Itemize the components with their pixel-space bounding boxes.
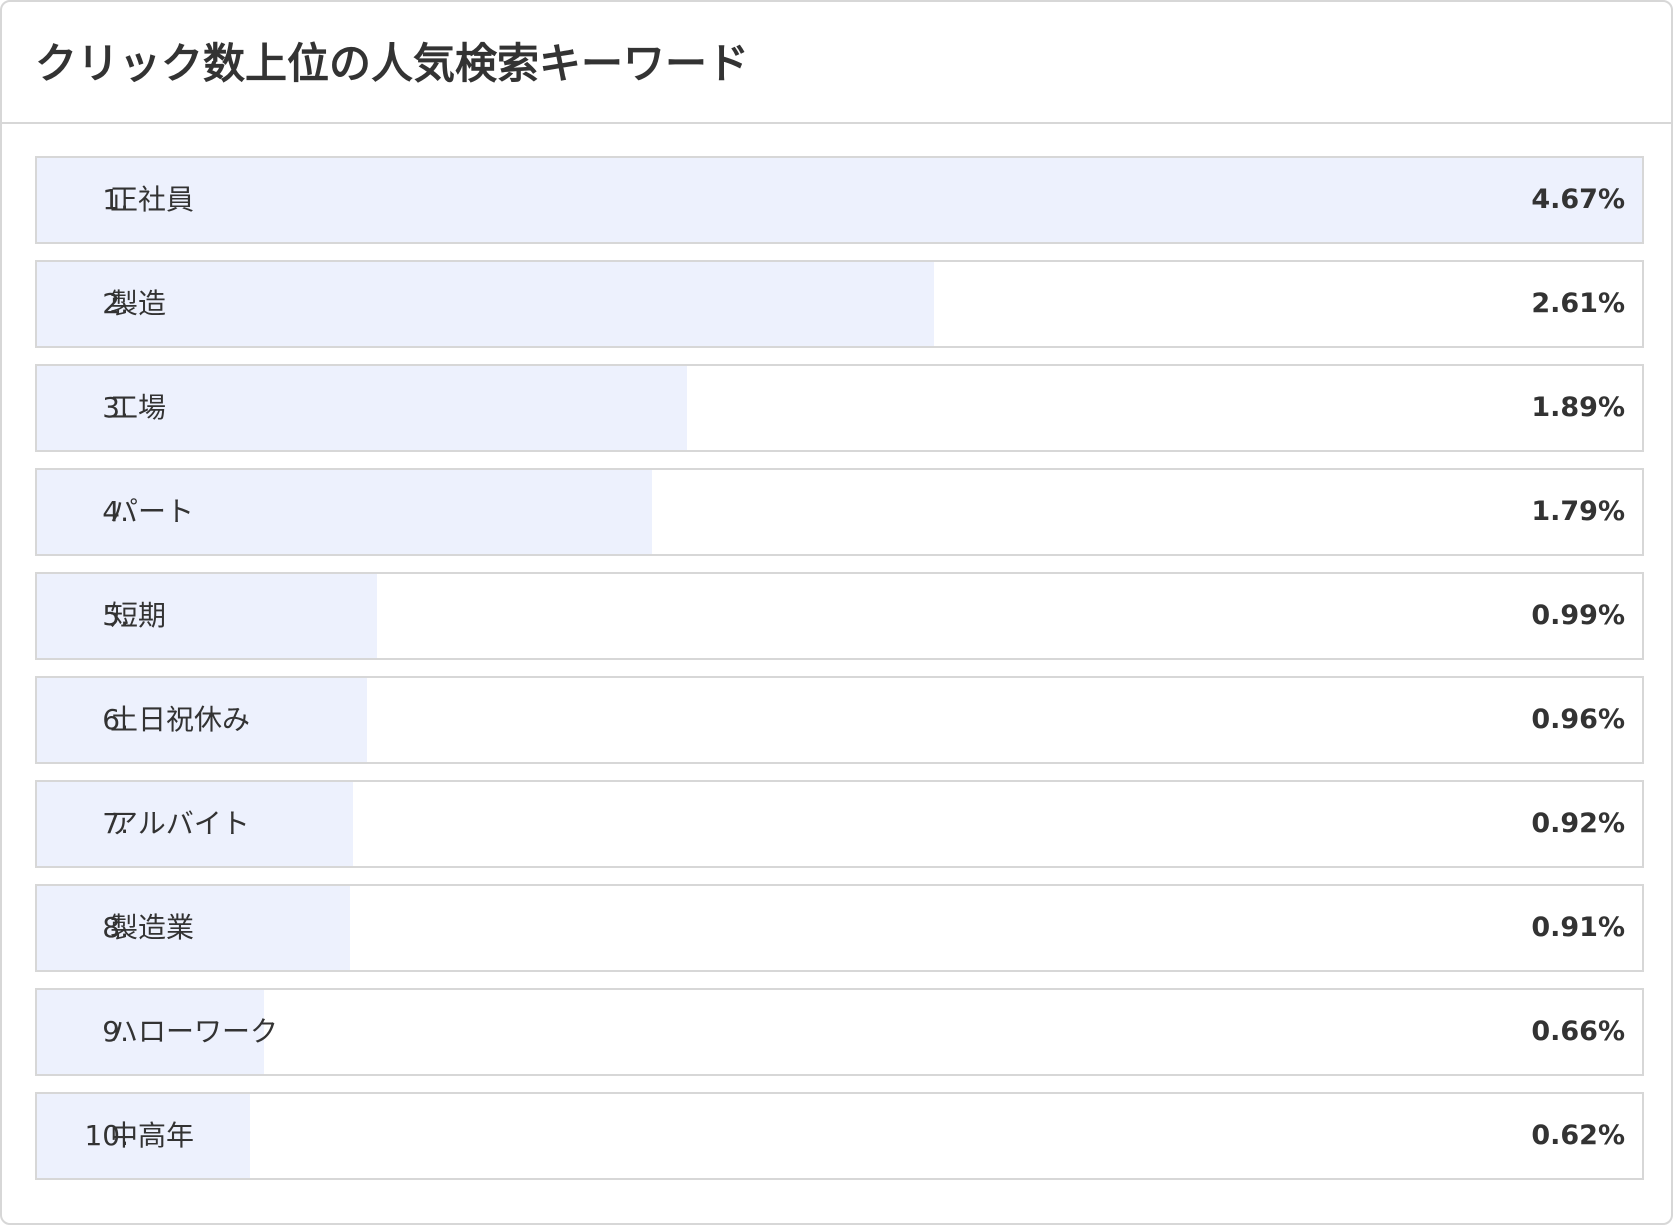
ranking-number: 1. [102, 183, 129, 216]
ranking-bar [37, 1094, 250, 1178]
ranking-bar [37, 262, 934, 346]
ranking-row[interactable]: 9. ハローワーク 0.66% [35, 988, 1644, 1076]
ranking-row[interactable]: 6. 土日祝休み 0.96% [35, 676, 1644, 764]
card-header: クリック数上位の人気検索キーワード [2, 2, 1671, 124]
ranking-keyword: ハローワーク [110, 1015, 279, 1048]
keyword-ranking-chart: 1. 正社員 4.67% 2. 製造 2.61% 3. 工場 1.89% 4. パート 1.79% 5.… [35, 156, 1644, 1196]
ranking-keyword: パート [110, 495, 195, 528]
ranking-row[interactable]: 3. 工場 1.89% [35, 364, 1644, 452]
ranking-bar [37, 470, 652, 554]
ranking-value: 0.92% [1531, 808, 1625, 839]
ranking-keyword: 製造 [110, 287, 167, 320]
ranking-row[interactable]: 7. アルバイト 0.92% [35, 780, 1644, 868]
ranking-number: 7. [102, 807, 129, 840]
ranking-number: 2. [102, 287, 129, 320]
ranking-value: 2.61% [1531, 288, 1625, 319]
ranking-bar [37, 366, 687, 450]
ranking-row[interactable]: 10. 中高年 0.62% [35, 1092, 1644, 1180]
ranking-keyword: 中高年 [110, 1119, 195, 1152]
ranking-keyword: 短期 [110, 599, 167, 632]
ranking-number: 8. [102, 911, 129, 944]
ranking-keyword: 工場 [110, 391, 167, 424]
ranking-row[interactable]: 4. パート 1.79% [35, 468, 1644, 556]
ranking-bar [37, 782, 353, 866]
ranking-value: 0.62% [1531, 1120, 1625, 1151]
ranking-keyword: 正社員 [110, 183, 195, 216]
ranking-number: 4. [102, 495, 129, 528]
page-title: クリック数上位の人気検索キーワード [35, 38, 750, 88]
ranking-number: 10. [84, 1119, 129, 1152]
ranking-bar [37, 886, 350, 970]
ranking-row[interactable]: 2. 製造 2.61% [35, 260, 1644, 348]
ranking-bar [37, 990, 264, 1074]
ranking-value: 0.91% [1531, 912, 1625, 943]
ranking-number: 9. [102, 1015, 129, 1048]
ranking-value: 0.96% [1531, 704, 1625, 735]
ranking-value: 4.67% [1531, 184, 1625, 215]
ranking-value: 0.99% [1531, 600, 1625, 631]
ranking-keyword: 土日祝休み [110, 703, 251, 736]
ranking-row[interactable]: 1. 正社員 4.67% [35, 156, 1644, 244]
ranking-bar [37, 158, 1642, 242]
ranking-number: 3. [102, 391, 129, 424]
ranking-value: 0.66% [1531, 1016, 1625, 1047]
ranking-keyword: 製造業 [110, 911, 195, 944]
ranking-value: 1.89% [1531, 392, 1625, 423]
ranking-bar [37, 574, 377, 658]
ranking-keyword: アルバイト [110, 807, 250, 840]
ranking-row[interactable]: 5. 短期 0.99% [35, 572, 1644, 660]
ranking-value: 1.79% [1531, 496, 1625, 527]
ranking-bar [37, 678, 367, 762]
ranking-number: 5. [102, 599, 129, 632]
ranking-number: 6. [102, 703, 129, 736]
ranking-row[interactable]: 8. 製造業 0.91% [35, 884, 1644, 972]
